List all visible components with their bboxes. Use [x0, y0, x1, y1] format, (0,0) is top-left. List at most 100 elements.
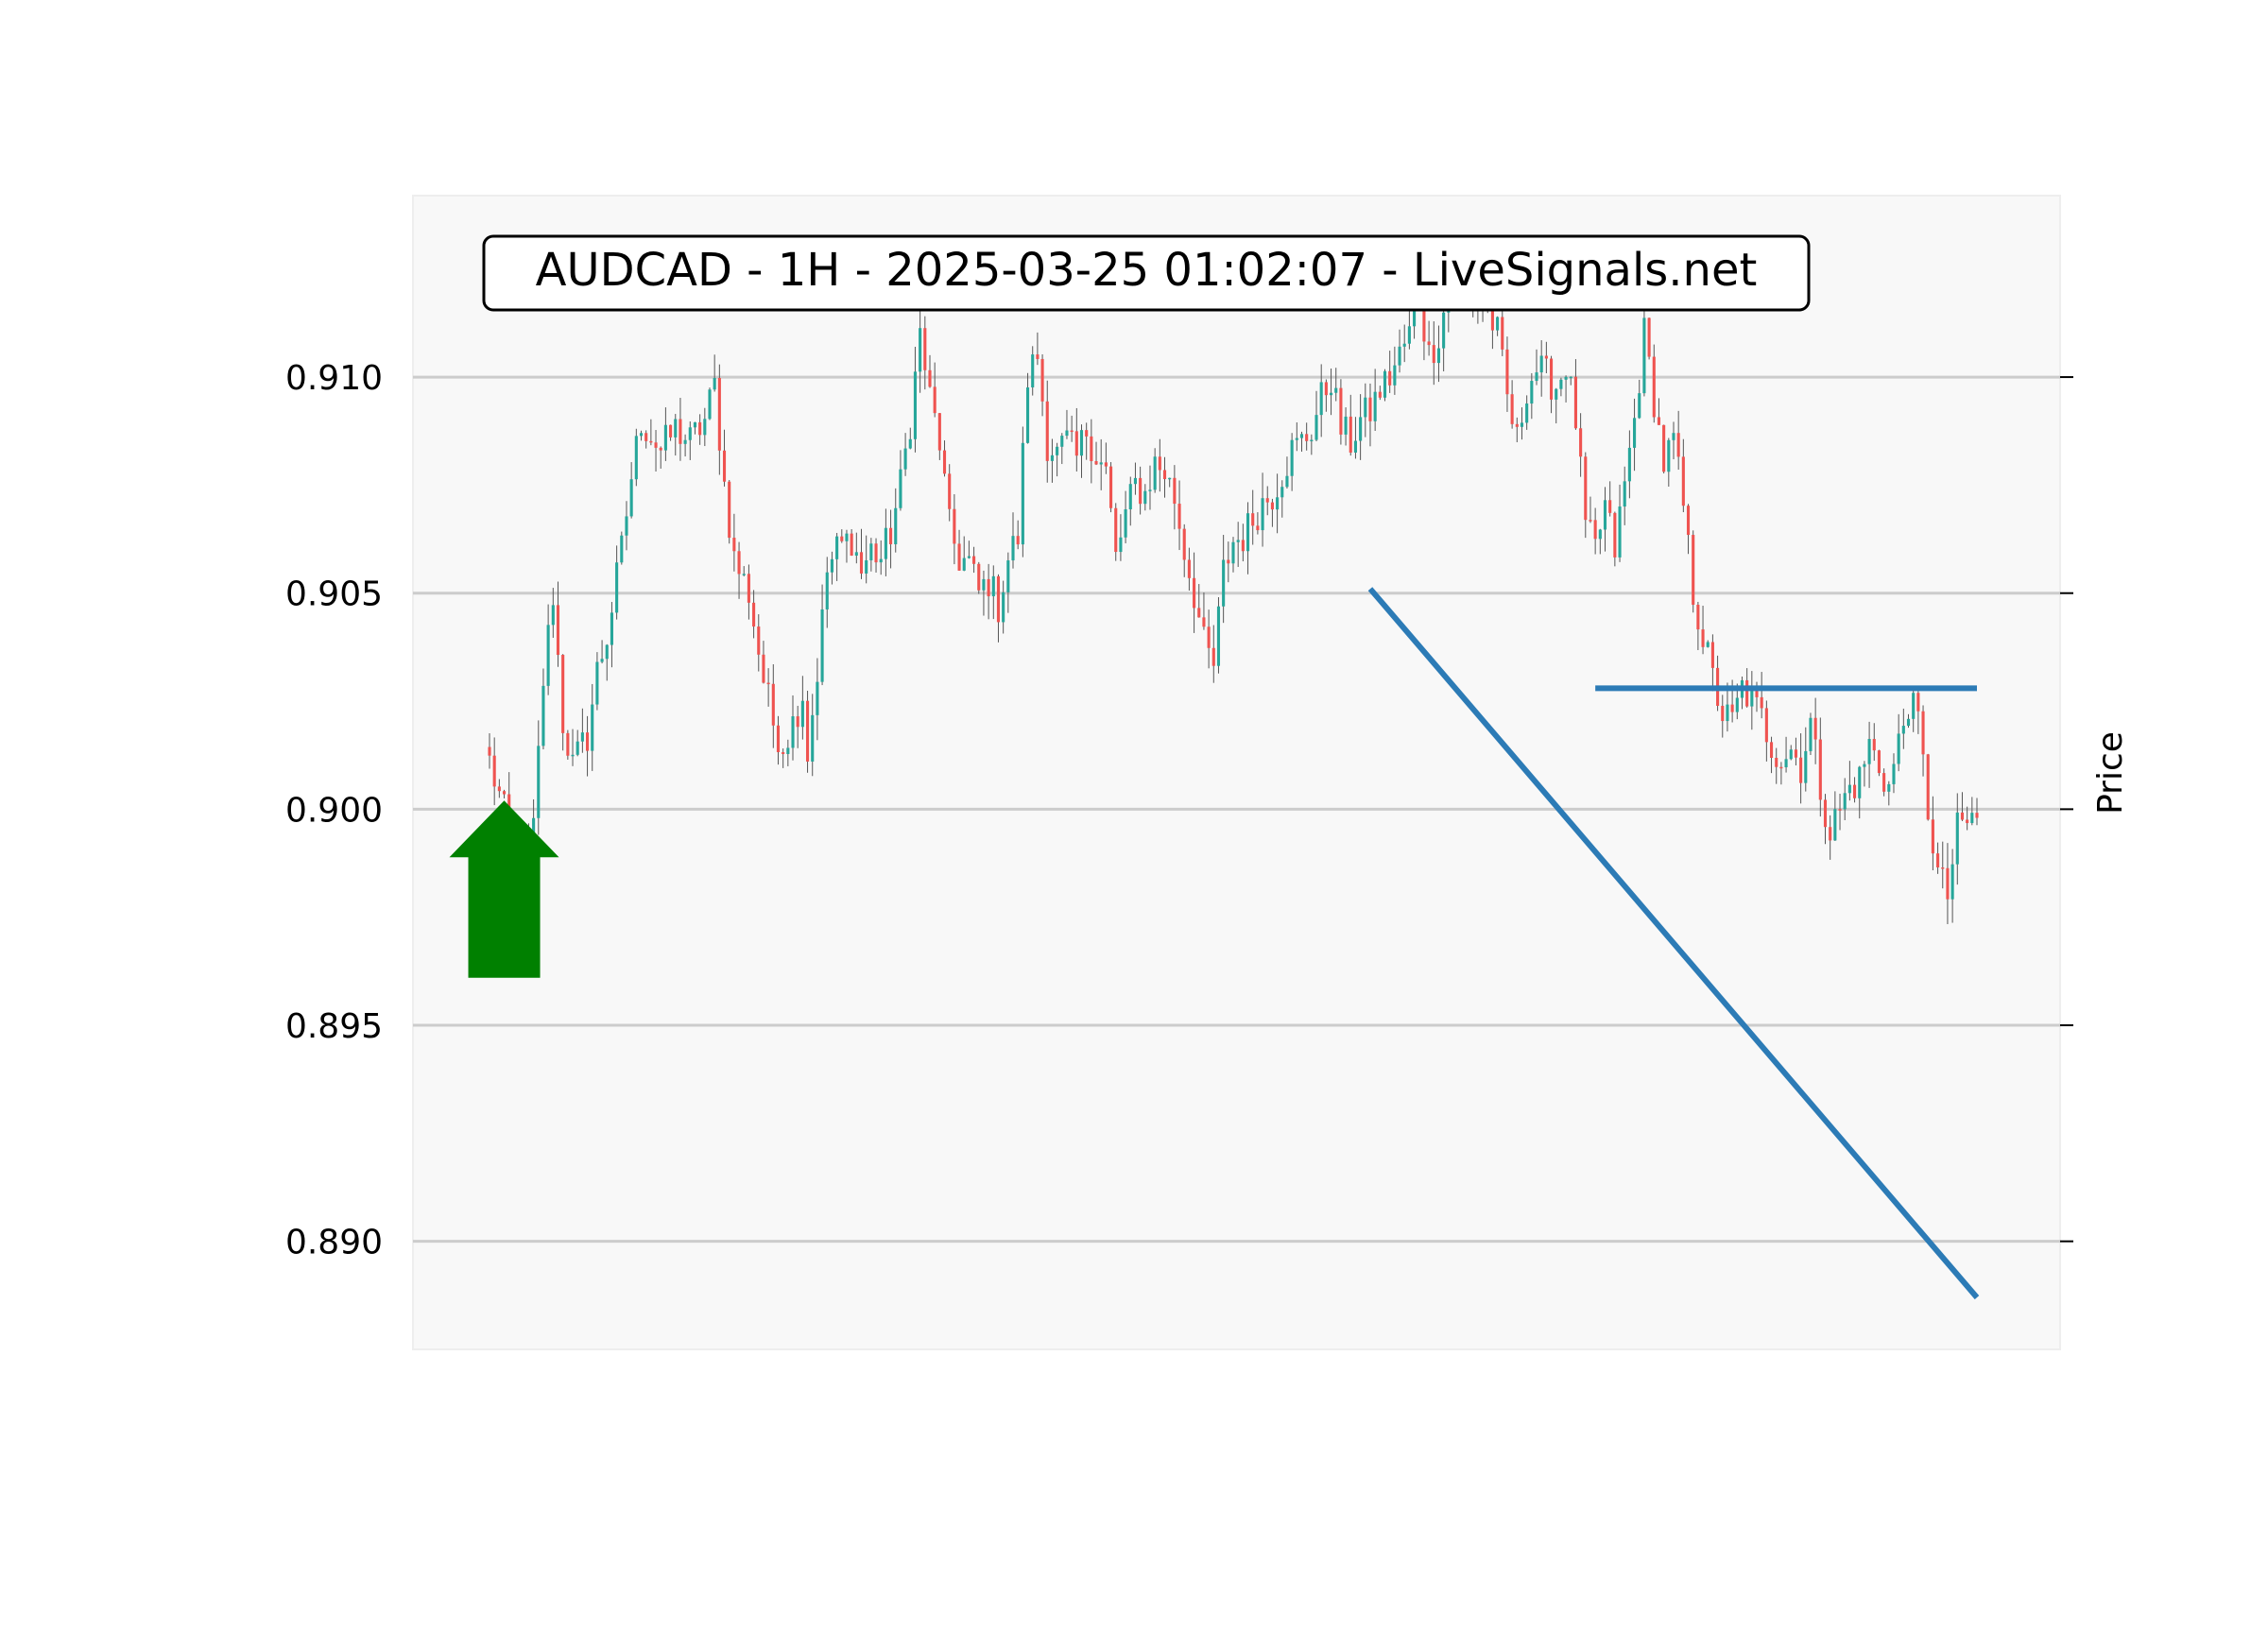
- candle-body: [1056, 446, 1059, 455]
- candle-body: [991, 575, 995, 597]
- candle-body: [1011, 536, 1015, 561]
- candle-body: [987, 578, 990, 597]
- candle-body: [1402, 343, 1406, 347]
- candle-body: [1603, 500, 1607, 530]
- candle-body: [1427, 341, 1431, 346]
- candle-body: [1818, 739, 1822, 800]
- candle-body: [1804, 750, 1808, 783]
- candle-body: [610, 612, 613, 645]
- candle-body: [1339, 387, 1343, 435]
- candle-body: [654, 442, 658, 448]
- candle-body: [669, 424, 673, 438]
- candle-body: [805, 700, 810, 762]
- candle-body: [1364, 397, 1367, 418]
- candle-body: [894, 507, 898, 544]
- candle-body: [1760, 696, 1763, 709]
- candle-body: [1193, 577, 1196, 609]
- candle-body: [1530, 381, 1534, 404]
- candle-body: [1074, 431, 1078, 456]
- candle-body: [1926, 754, 1930, 820]
- candle-body: [1750, 688, 1754, 707]
- y-tick-label: 0.895: [285, 1007, 383, 1046]
- candle-body: [1436, 348, 1441, 364]
- candle-body: [1285, 475, 1289, 488]
- candle-body: [1627, 447, 1631, 482]
- candle-body: [629, 479, 633, 517]
- candle-body: [752, 602, 756, 627]
- candle-body: [1109, 466, 1113, 508]
- candle-body: [1324, 382, 1328, 396]
- candle-body: [1222, 559, 1226, 607]
- candle-body: [1173, 477, 1177, 505]
- candle-body: [634, 436, 638, 480]
- candle-body: [1799, 757, 1803, 783]
- candle-body: [1539, 355, 1543, 373]
- candle-body: [556, 605, 560, 656]
- candle-body: [889, 527, 893, 544]
- candle-body: [1921, 711, 1925, 755]
- candle-body: [1784, 759, 1788, 767]
- candle-body: [1779, 766, 1783, 769]
- candle-body: [1950, 864, 1954, 900]
- candle-body: [1290, 439, 1294, 476]
- candle-body: [820, 609, 824, 682]
- candle-body: [1261, 498, 1264, 531]
- candle-body: [1079, 430, 1084, 456]
- candle-body: [566, 732, 570, 756]
- y-tick-label: 0.900: [285, 791, 383, 830]
- candle-body: [605, 644, 609, 660]
- candle-body: [1730, 704, 1734, 712]
- candle-body: [972, 556, 976, 564]
- y-tick-label: 0.910: [285, 359, 383, 398]
- candle-body: [615, 562, 619, 613]
- candle-body: [811, 714, 815, 762]
- candle-body: [1388, 370, 1392, 386]
- candle-body: [1197, 608, 1201, 618]
- candle-body: [585, 732, 590, 751]
- candle-body: [1231, 541, 1235, 564]
- candle-body: [1559, 379, 1563, 389]
- candle-body: [977, 563, 981, 591]
- candle-body: [1114, 507, 1118, 553]
- candle-body: [1775, 758, 1778, 767]
- candle-body: [488, 746, 491, 756]
- candle-body: [1334, 387, 1338, 393]
- candle-body: [1094, 461, 1098, 465]
- candle-body: [957, 543, 961, 571]
- candle-body: [1745, 679, 1749, 707]
- candle-body: [1642, 317, 1646, 394]
- candle-body: [620, 535, 624, 563]
- candle-body: [580, 732, 584, 742]
- candle-body: [903, 448, 907, 470]
- candle-body: [1139, 477, 1143, 505]
- candle-body: [874, 543, 878, 563]
- candle-body: [1549, 358, 1554, 400]
- candle-body: [1843, 793, 1847, 810]
- candle-body: [1383, 370, 1387, 398]
- candle-body: [1794, 749, 1797, 758]
- candle-body: [1912, 693, 1916, 719]
- candle-body: [1045, 401, 1049, 461]
- candle-body: [708, 389, 712, 420]
- candle-body: [703, 419, 707, 436]
- candle-body: [1368, 397, 1372, 421]
- candle-body: [576, 741, 579, 755]
- candle-body: [639, 433, 644, 437]
- candle-body: [663, 424, 667, 451]
- candle-body: [1413, 309, 1417, 327]
- candle-body: [1373, 391, 1377, 421]
- candle-body: [1829, 827, 1832, 841]
- candle-body: [884, 527, 887, 559]
- candle-body: [796, 716, 799, 728]
- plot-area: [412, 195, 2061, 1350]
- candle-body: [1202, 617, 1206, 627]
- candle-body: [1505, 349, 1509, 395]
- candle-body: [1359, 417, 1363, 441]
- candle-body: [1510, 394, 1514, 424]
- candle-body: [625, 516, 628, 536]
- candle-body: [1182, 528, 1186, 560]
- candle-body: [776, 725, 781, 752]
- buy-arrow-icon: [449, 800, 559, 978]
- candle-body: [537, 746, 541, 818]
- candle-body: [1608, 500, 1612, 513]
